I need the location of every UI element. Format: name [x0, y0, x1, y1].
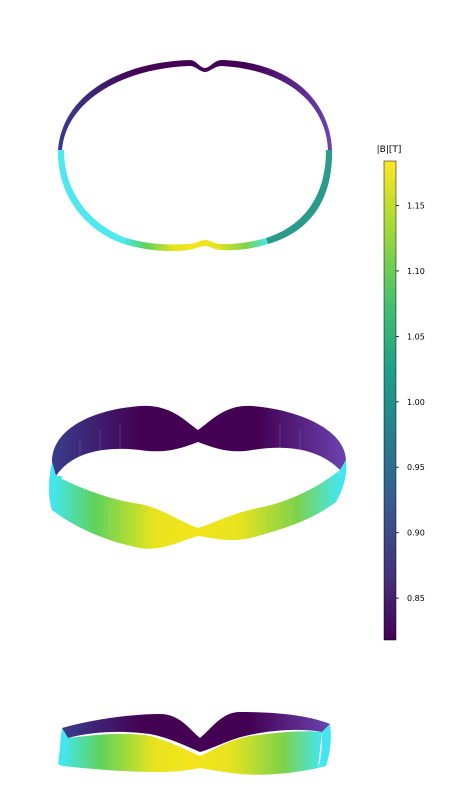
surface-oblique-view: [49, 405, 347, 549]
colorbar-ticks: 0.85 0.90 0.95 1.00 1.05 1.10 1.15: [396, 201, 425, 603]
colorbar-gradient: [383, 160, 397, 641]
oblique-view-texture: [79, 424, 301, 535]
colorbar: |B|[T] 0.85 0.90 0.95 1.00 1.05 1.10 1.15: [377, 145, 425, 641]
top-view-front-half: [124, 238, 268, 252]
side-view-left-end: [58, 728, 68, 766]
top-view-left-side: [57, 150, 127, 244]
colorbar-tick-label: 1.05: [407, 332, 425, 341]
oblique-view-right-edge: [326, 460, 347, 502]
top-view-right-side: [266, 150, 333, 244]
colorbar-label: |B|[T]: [377, 145, 402, 155]
surface-top-view: [57, 60, 333, 252]
side-view-right-end: [318, 724, 331, 768]
side-view-front-band: [62, 731, 322, 775]
colorbar-tick-label: 0.90: [407, 529, 425, 538]
colorbar-tick-label: 1.00: [407, 398, 425, 407]
colorbar-tick-label: 1.15: [407, 201, 425, 210]
colorbar-tick-label: 0.95: [407, 463, 425, 472]
top-view-back-half: [58, 60, 332, 150]
colorbar-tick-label: 0.85: [407, 594, 425, 603]
side-view-top-rim: [62, 712, 330, 752]
oblique-view-front-band: [52, 470, 340, 549]
oblique-view-back-wall: [52, 405, 346, 476]
surface-side-view: [58, 712, 331, 775]
colorbar-tick-label: 1.10: [407, 267, 425, 276]
